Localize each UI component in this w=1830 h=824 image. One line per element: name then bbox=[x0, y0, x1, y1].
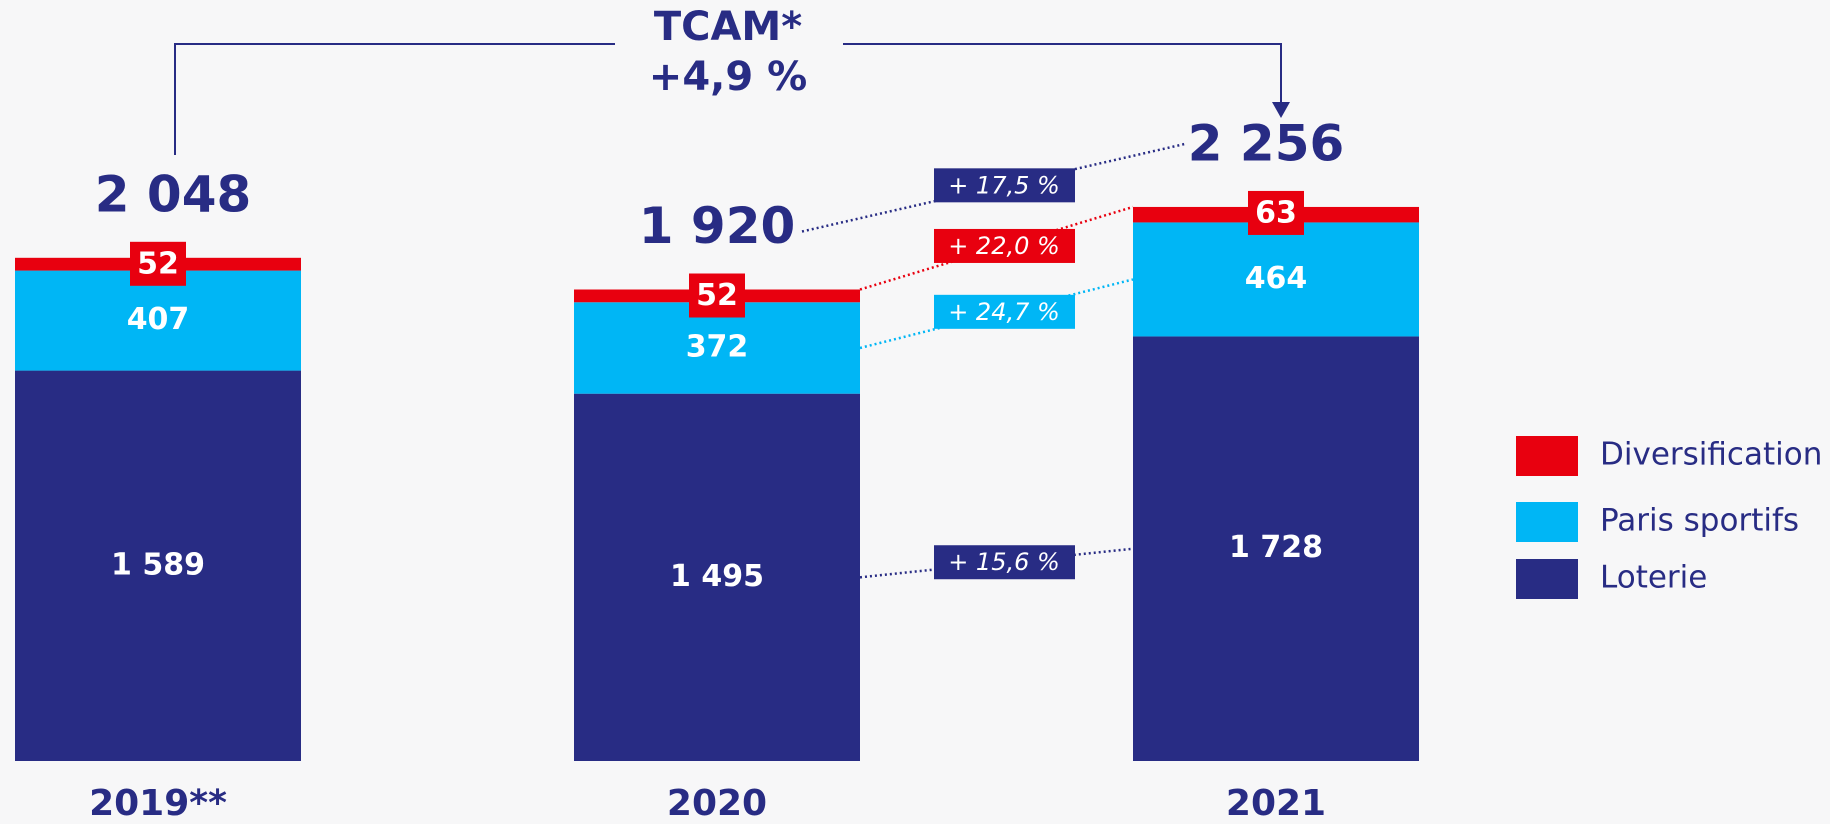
growth-label: + 17,5 % bbox=[948, 171, 1060, 199]
growth-badge bbox=[934, 228, 1075, 263]
legend-swatch bbox=[1516, 559, 1578, 599]
legend-swatch bbox=[1516, 502, 1578, 542]
bar-segment bbox=[574, 393, 860, 761]
label-box bbox=[130, 241, 186, 286]
x-tick-label: 2020 bbox=[667, 783, 767, 824]
total-label: 1 920 bbox=[639, 197, 796, 255]
bar-segment bbox=[15, 270, 301, 371]
bracket-arrow bbox=[1272, 102, 1290, 118]
data-label: 52 bbox=[696, 278, 738, 313]
growth-label: + 24,7 % bbox=[948, 298, 1060, 326]
label-box bbox=[689, 273, 745, 318]
data-label: 52 bbox=[137, 246, 179, 281]
bar-segment bbox=[574, 302, 860, 394]
growth-label: + 22,0 % bbox=[948, 232, 1060, 260]
legend-label: Diversification bbox=[1600, 437, 1822, 473]
data-label: 407 bbox=[127, 302, 190, 337]
x-tick-label: 2019** bbox=[89, 783, 227, 824]
legend-label: Loterie bbox=[1600, 560, 1707, 596]
growth-badge bbox=[934, 545, 1075, 580]
data-label: 63 bbox=[1255, 195, 1297, 230]
data-label: 372 bbox=[686, 329, 749, 364]
bar-segment bbox=[15, 370, 301, 761]
data-label: 1 589 bbox=[111, 547, 205, 582]
data-label: 1 728 bbox=[1229, 530, 1323, 565]
annotation-title: TCAM* bbox=[654, 4, 802, 50]
growth-label: + 15,6 % bbox=[948, 548, 1060, 576]
data-label: 464 bbox=[1245, 261, 1308, 296]
growth-badge bbox=[934, 168, 1075, 203]
x-tick-label: 2021 bbox=[1226, 783, 1326, 824]
data-label: 1 495 bbox=[670, 559, 764, 594]
legend-label: Paris sportifs bbox=[1600, 503, 1799, 539]
bracket-left bbox=[174, 43, 615, 155]
bar-segment bbox=[1133, 222, 1419, 337]
total-label: 2 256 bbox=[1188, 114, 1345, 172]
legend-swatch bbox=[1516, 436, 1578, 476]
total-label: 2 048 bbox=[95, 165, 252, 223]
label-box bbox=[1248, 190, 1304, 235]
bar-segment bbox=[1133, 336, 1419, 761]
bracket-right bbox=[843, 43, 1282, 104]
connector bbox=[859, 547, 1134, 579]
growth-badge bbox=[934, 294, 1075, 329]
annotation-value: +4,9 % bbox=[649, 54, 807, 100]
